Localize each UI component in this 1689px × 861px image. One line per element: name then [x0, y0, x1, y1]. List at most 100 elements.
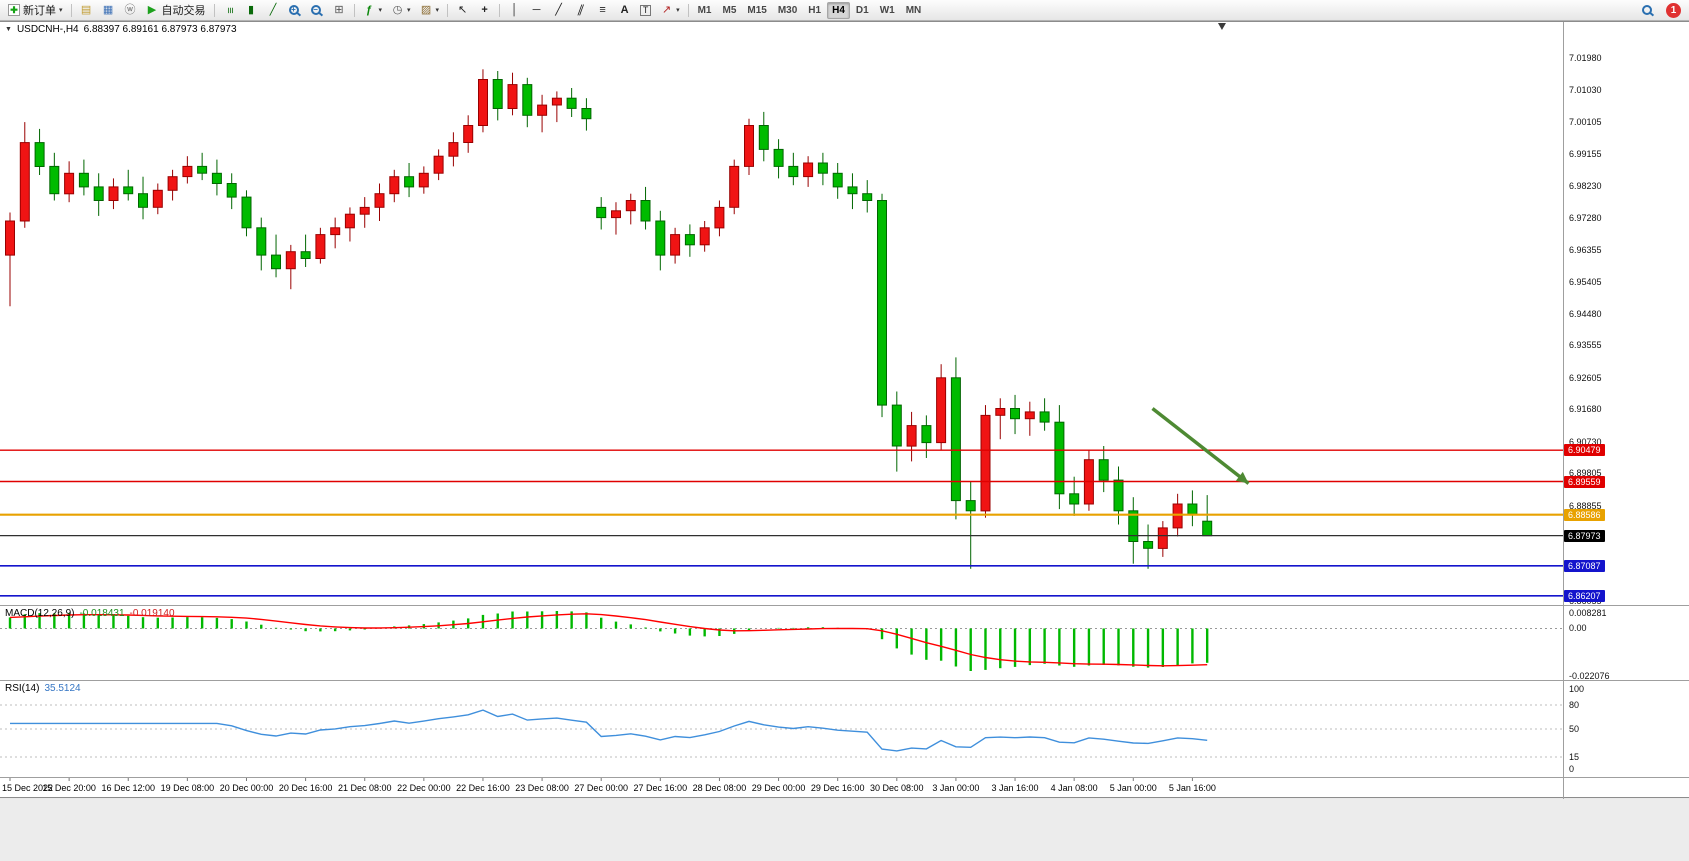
level-price-tag[interactable]: 6.86207 — [1564, 589, 1605, 602]
rsi-canvas[interactable] — [0, 681, 1563, 777]
new-order-button[interactable]: ✚ 新订单 ▾ — [4, 2, 67, 19]
autotrading-button-label: 自动交易 — [161, 5, 206, 17]
timeframe-mn-button[interactable]: MN — [901, 2, 927, 19]
price-axis-label: 6.90730 — [1569, 436, 1602, 447]
indicators-button[interactable]: ƒ ▾ — [359, 2, 387, 19]
rsi-value: 35.5124 — [44, 683, 81, 694]
autotrading-button[interactable]: ▶ 自动交易 — [142, 2, 210, 19]
macd-axis-label: -0.022076 — [1569, 671, 1610, 681]
line-chart-button[interactable]: ╱ — [263, 2, 284, 19]
level-price-tag[interactable]: 6.89559 — [1564, 475, 1605, 488]
timeframe-h4-button[interactable]: H4 — [827, 1, 850, 19]
timeframe-h1-button[interactable]: H1 — [803, 2, 826, 19]
timeframe-w1-button[interactable]: W1 — [875, 2, 900, 19]
dropdown-caret-icon: ▾ — [676, 6, 680, 14]
timeframe-m15-button[interactable]: M15 — [742, 2, 771, 19]
zoom-out-icon: − — [310, 5, 321, 15]
zoom-out-button[interactable]: − — [307, 2, 328, 19]
price-axis-label: 6.89805 — [1569, 468, 1602, 479]
community-button[interactable]: ⓦ — [120, 2, 141, 19]
candle — [211, 172, 222, 185]
new-order-button-label: 新订单 — [23, 5, 56, 17]
candle — [478, 79, 488, 126]
time-axis-label: 3 Jan 00:00 — [932, 783, 979, 793]
templates-button[interactable]: ▨ ▾ — [416, 2, 444, 19]
time-axis-label: 5 Jan 16:00 — [1169, 783, 1216, 793]
macd-indicator-pane[interactable]: MACD(12,26,9) -0.018431 -0.019140 — [0, 606, 1689, 681]
collapse-triangle-icon[interactable]: ▼ — [5, 26, 12, 33]
zoom-in-icon: + — [288, 5, 299, 15]
rsi-indicator-pane[interactable]: RSI(14) 35.5124 — [0, 681, 1689, 778]
fibonacci-icon: ≡ — [599, 3, 606, 16]
level-price-tag[interactable]: 6.88586 — [1564, 508, 1605, 521]
candle — [167, 176, 178, 191]
candle — [596, 206, 607, 219]
vertical-line-button[interactable]: │ — [504, 2, 525, 19]
candlestick-icon: ▮ — [247, 3, 255, 16]
bar-chart-button[interactable]: ≡ — [219, 2, 240, 19]
text-button[interactable]: A — [614, 2, 635, 19]
price-axis[interactable]: 7.01980 7.01030 7.00105 6.99155 6.98230 6.972… — [1563, 22, 1689, 799]
candle — [182, 165, 193, 178]
fibonacci-button[interactable]: ≡ — [592, 2, 613, 19]
cursor-button[interactable]: ↖ — [452, 2, 473, 19]
arrows-button[interactable]: ↗ ▾ — [656, 2, 684, 19]
level-price-tag[interactable]: 6.90479 — [1564, 444, 1605, 457]
chart-shift-marker[interactable] — [1217, 23, 1226, 30]
trend-arrow[interactable] — [1151, 407, 1250, 485]
profiles-button[interactable]: ▦ — [98, 2, 119, 19]
price-axis-label: 6.92605 — [1569, 372, 1602, 383]
timeframe-m30-button[interactable]: M30 — [773, 2, 802, 19]
time-axis[interactable]: 15 Dec 2022 15 Dec 20:00 16 Dec 12:00 19 De… — [0, 778, 1689, 799]
zoom-in-button[interactable]: + — [285, 2, 306, 19]
horizontal-line-button[interactable]: ─ — [526, 2, 547, 19]
crosshair-button[interactable]: + — [474, 2, 495, 19]
candle — [862, 193, 873, 201]
rsi-header: RSI(14) 35.5124 — [5, 683, 81, 694]
indicators-icon: ƒ — [365, 3, 373, 16]
time-axis-label: 3 Jan 16:00 — [992, 783, 1039, 793]
candle — [950, 377, 961, 502]
timeframe-m5-button[interactable]: M5 — [717, 2, 741, 19]
candle — [877, 200, 887, 406]
toolbar-separator — [213, 3, 215, 17]
template-icon: ▨ — [420, 3, 432, 16]
ohlc-values: 6.88397 6.89161 6.87973 6.87973 — [83, 24, 237, 35]
current-price-tag[interactable]: 6.87973 — [1564, 529, 1605, 542]
time-axis-label: 15 Dec 2022 — [2, 783, 53, 793]
candle — [389, 176, 400, 195]
channel-button[interactable]: ∥ — [570, 2, 591, 19]
timeframe-d1-button[interactable]: D1 — [851, 2, 874, 19]
price-axis-label: 6.88855 — [1569, 500, 1602, 511]
toolbar-separator — [687, 3, 689, 17]
tile-windows-button[interactable]: ⊞ — [329, 2, 350, 19]
candles-button[interactable]: ▮ — [241, 2, 262, 19]
periods-button[interactable]: ◷ ▾ — [387, 2, 415, 19]
price-chart-pane[interactable]: ▼ USDCNH-,H4 6.88397 6.89161 6.87973 6.8… — [0, 22, 1689, 606]
new-order-icon: ✚ — [8, 4, 20, 16]
price-chart-canvas[interactable] — [0, 22, 1563, 606]
candle — [64, 172, 75, 195]
candle — [1098, 459, 1109, 481]
rsi-axis-label: 0 — [1569, 764, 1575, 774]
search-button[interactable] — [1638, 2, 1659, 19]
level-price-tag[interactable]: 6.87087 — [1564, 559, 1605, 572]
timeframe-m1-button[interactable]: M1 — [693, 2, 717, 19]
candle — [463, 125, 474, 143]
candle — [995, 408, 1006, 416]
new-chart-button[interactable]: ▤ — [76, 2, 97, 19]
candle — [418, 172, 429, 188]
candle — [492, 79, 503, 109]
candle — [404, 176, 415, 188]
macd-signal-value: -0.019140 — [129, 608, 175, 619]
label-button[interactable]: T — [636, 2, 655, 19]
price-axis-label: 6.95405 — [1569, 277, 1602, 288]
candle — [714, 206, 725, 229]
price-axis-label: 7.00105 — [1569, 116, 1602, 127]
macd-canvas[interactable] — [0, 606, 1563, 680]
trendline-button[interactable]: ╱ — [548, 2, 569, 19]
candle — [359, 206, 370, 215]
candle — [891, 404, 902, 447]
notification-badge[interactable]: 1 — [1666, 2, 1681, 18]
